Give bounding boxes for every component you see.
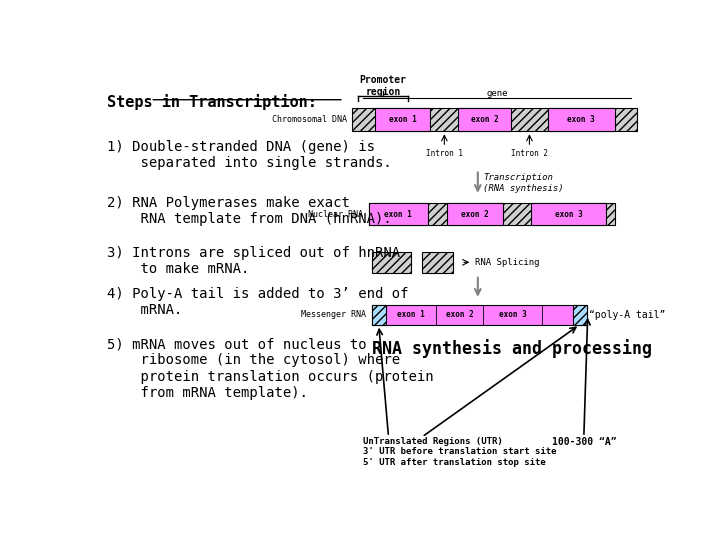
Text: Transcription
(RNA synthesis): Transcription (RNA synthesis)	[483, 173, 564, 193]
Text: RNA Splicing: RNA Splicing	[475, 258, 539, 267]
Text: 100-300 “A”: 100-300 “A”	[552, 437, 616, 447]
Text: UnTranslated Regions (UTR)
3' UTR before translation start site
5' UTR after tra: UnTranslated Regions (UTR) 3' UTR before…	[364, 437, 557, 467]
Bar	[458, 109, 511, 131]
Text: exon 1: exon 1	[389, 116, 416, 124]
Text: exon 3: exon 3	[499, 310, 526, 319]
Text: gene: gene	[487, 89, 508, 98]
Text: Intron 2: Intron 2	[511, 149, 548, 158]
Bar	[372, 252, 411, 273]
Bar	[369, 203, 615, 225]
Bar	[531, 203, 606, 225]
Bar	[374, 109, 431, 131]
Text: 4) Poly-A tail is added to 3’ end of
    mRNA.: 4) Poly-A tail is added to 3’ end of mRN…	[107, 287, 408, 318]
Text: 5) mRNA moves out of nucleus to
    ribosome (in the cytosol) where
    protein : 5) mRNA moves out of nucleus to ribosome…	[107, 337, 433, 400]
Text: Promoter
region: Promoter region	[359, 75, 407, 97]
Bar	[572, 305, 587, 325]
Bar	[369, 203, 428, 225]
Text: exon 1: exon 1	[397, 310, 425, 319]
Bar	[547, 109, 615, 131]
Text: 3) Introns are spliced out of hnRNA
    to make mRNA.: 3) Introns are spliced out of hnRNA to m…	[107, 246, 400, 276]
Text: “poly-A tail”: “poly-A tail”	[590, 310, 666, 320]
Text: Intron 1: Intron 1	[426, 149, 463, 158]
Text: exon 1: exon 1	[384, 210, 412, 219]
Text: exon 2: exon 2	[471, 116, 499, 124]
Text: exon 2: exon 2	[461, 210, 489, 219]
Text: exon 2: exon 2	[446, 310, 474, 319]
Text: exon 3: exon 3	[567, 116, 595, 124]
Text: RNA synthesis and processing: RNA synthesis and processing	[372, 339, 652, 358]
Text: 2) RNA Polymerases make exact
    RNA template from DNA (hnRNA).: 2) RNA Polymerases make exact RNA templa…	[107, 196, 392, 226]
Bar	[352, 109, 636, 131]
Text: Messenger RNA: Messenger RNA	[301, 310, 366, 319]
Text: Chromosomal DNA: Chromosomal DNA	[271, 116, 347, 124]
Bar	[447, 203, 503, 225]
Bar	[372, 305, 386, 325]
Text: Nuclear RNA: Nuclear RNA	[308, 210, 364, 219]
Text: 1) Double-stranded DNA (gene) is
    separated into single strands.: 1) Double-stranded DNA (gene) is separat…	[107, 140, 392, 170]
Bar	[372, 305, 587, 325]
Bar	[422, 252, 453, 273]
Text: Steps in Transcription:: Steps in Transcription:	[107, 94, 317, 110]
Text: exon 3: exon 3	[554, 210, 582, 219]
